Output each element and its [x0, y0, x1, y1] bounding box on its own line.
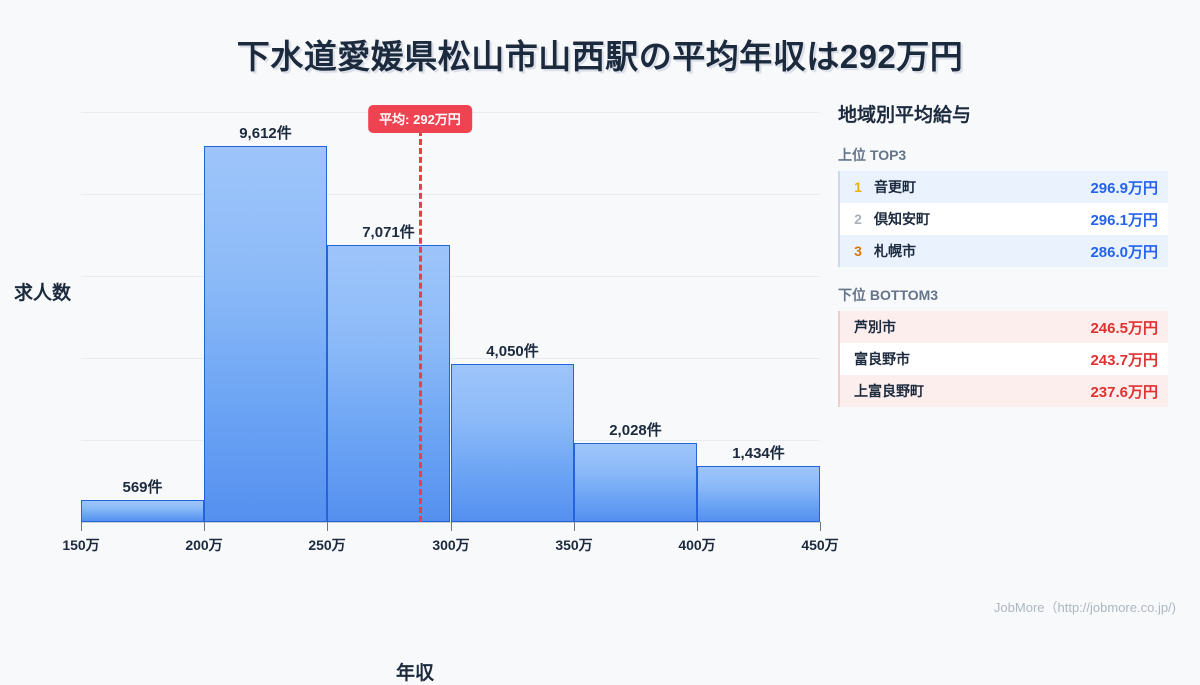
regional-salary-panel: 地域別平均給与 上位 TOP3 1 音更町 296.9万円 2 倶知安町 296…: [838, 100, 1168, 425]
region-name: 倶知安町: [874, 211, 930, 227]
region-name: 音更町: [874, 179, 916, 195]
histogram-chart: 求人数 569件 9,612件 7,071件 4,050件 2,028件 1,4…: [0, 88, 839, 684]
bar[interactable]: [204, 146, 327, 522]
x-tick-label: 150万: [62, 537, 100, 553]
x-tick: [327, 522, 328, 531]
table-row[interactable]: 2 倶知安町 296.1万円: [840, 203, 1168, 235]
x-tick: [820, 522, 821, 531]
bar-value-label: 7,071件: [362, 224, 415, 241]
x-tick-label: 400万: [678, 537, 716, 553]
table-row[interactable]: 富良野市 243.7万円: [840, 343, 1168, 375]
gridline: [81, 440, 820, 441]
bar-value-label: 4,050件: [486, 343, 539, 360]
page-title: 下水道愛媛県松山市山西駅の平均年収は292万円: [236, 38, 964, 75]
region-name: 札幌市: [874, 243, 916, 259]
bar[interactable]: [81, 500, 204, 522]
region-value: 286.0万円: [1090, 243, 1158, 261]
average-badge: 平均: 292万円: [368, 105, 472, 133]
gridline: [81, 276, 820, 277]
top3-section-label: 上位 TOP3: [838, 147, 907, 163]
rank-number: 2: [854, 211, 862, 227]
x-tick: [204, 522, 205, 531]
table-row[interactable]: 3 札幌市 286.0万円: [840, 235, 1168, 267]
gridline: [81, 358, 820, 359]
bar[interactable]: [451, 364, 574, 522]
x-tick-label: 450万: [801, 537, 839, 553]
x-tick: [697, 522, 698, 531]
x-tick-label: 300万: [432, 537, 470, 553]
region-value: 296.9万円: [1090, 179, 1158, 197]
region-value: 296.1万円: [1090, 211, 1158, 229]
bottom3-table: 芦別市 246.5万円 富良野市 243.7万円 上富良野町 237.6万円: [838, 311, 1168, 407]
region-name: 芦別市: [854, 319, 896, 335]
x-tick: [81, 522, 82, 531]
x-tick: [451, 522, 452, 531]
region-value: 237.6万円: [1090, 383, 1158, 401]
x-tick: [574, 522, 575, 531]
source-attribution: JobMore（http://jobmore.co.jp/): [993, 600, 1176, 615]
x-tick-label: 350万: [555, 537, 593, 553]
table-row[interactable]: 上富良野町 237.6万円: [840, 375, 1168, 407]
region-value: 246.5万円: [1090, 319, 1158, 337]
bar[interactable]: [327, 245, 450, 522]
top3-table: 1 音更町 296.9万円 2 倶知安町 296.1万円 3 札幌市 286.0…: [838, 171, 1168, 267]
x-tick-label: 200万: [185, 537, 223, 553]
rank-number: 3: [854, 243, 862, 259]
table-row[interactable]: 芦別市 246.5万円: [840, 311, 1168, 343]
average-line: [419, 130, 422, 522]
region-name: 富良野市: [854, 351, 910, 367]
panel-title: 地域別平均給与: [838, 105, 972, 126]
bar[interactable]: [574, 443, 697, 522]
plot-area: 569件 9,612件 7,071件 4,050件 2,028件 1,434件 …: [62, 100, 839, 553]
rank-number: 1: [854, 179, 862, 195]
bar-value-label: 2,028件: [609, 422, 662, 439]
region-value: 243.7万円: [1090, 351, 1158, 369]
x-axis-line: [81, 522, 820, 523]
x-tick-label: 250万: [308, 537, 346, 553]
y-axis-title: 求人数: [14, 283, 72, 304]
table-row[interactable]: 1 音更町 296.9万円: [840, 171, 1168, 203]
gridline: [81, 194, 820, 195]
bottom3-section-label: 下位 BOTTOM3: [838, 287, 939, 303]
region-name: 上富良野町: [854, 383, 924, 399]
bar-value-label: 9,612件: [239, 125, 292, 142]
bar-value-label: 1,434件: [732, 445, 785, 462]
x-axis-title: 年収: [395, 663, 434, 684]
bar-value-label: 569件: [122, 479, 163, 496]
bar[interactable]: [697, 466, 820, 522]
